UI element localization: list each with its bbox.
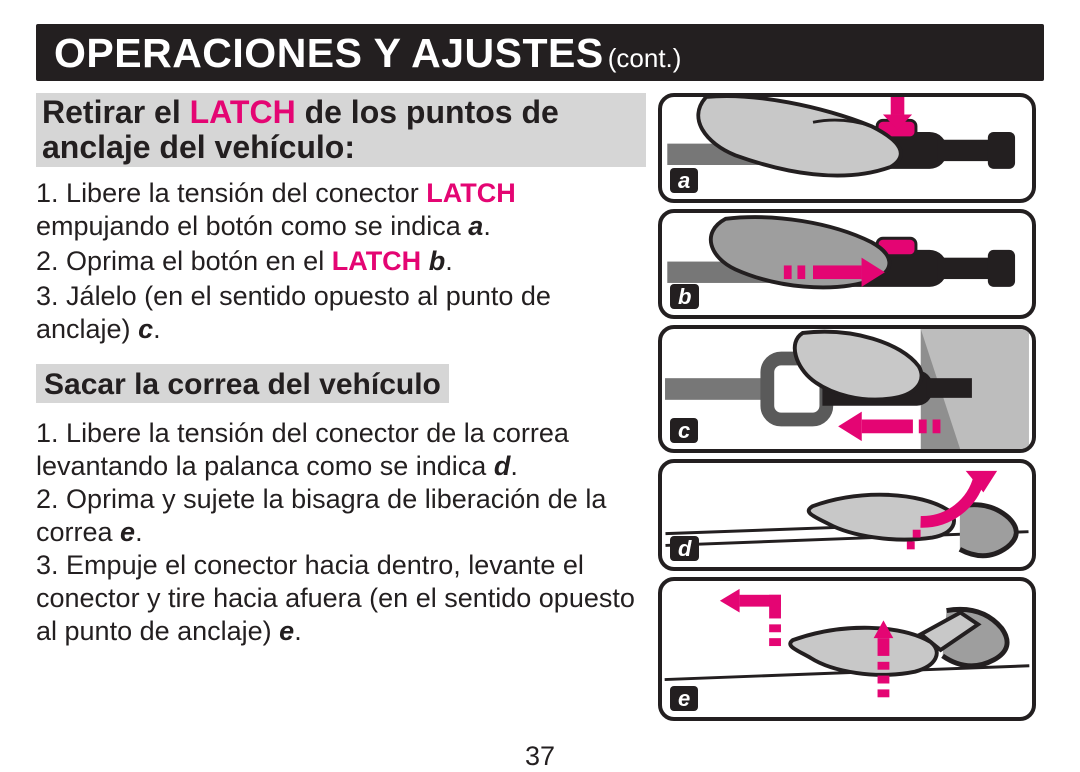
tether-illustration-d-icon <box>662 463 1032 567</box>
section1-heading-latch: LATCH <box>190 94 296 130</box>
section1-step-1: 1. Libere la tensión del conector LATCH … <box>36 177 646 243</box>
manual-page: OPERACIONES Y AJUSTES(cont.) Retirar el … <box>0 0 1080 738</box>
latch-illustration-b-icon <box>662 213 1032 315</box>
figure-column: a <box>646 93 1044 727</box>
section2-step-3: 3. Empuje el conector hacia dentro, leva… <box>36 549 646 648</box>
latch-word: LATCH <box>426 178 515 208</box>
latch-illustration-c-icon <box>662 329 1032 449</box>
figure-ref: a <box>468 211 483 241</box>
section2-step-2: 2. Oprima y sujete la bisagra de liberac… <box>36 483 646 549</box>
figure-panel-d: d <box>658 459 1036 571</box>
step-text: Libere la tensión del conector <box>66 178 426 208</box>
step-text: Oprima el botón en el <box>66 246 332 276</box>
step-number: 2. <box>36 484 59 514</box>
step-text: . <box>294 616 302 646</box>
panel-tag: e <box>670 686 698 711</box>
panel-tag: c <box>670 418 698 443</box>
section1-heading-pre: Retirar el <box>42 94 190 130</box>
step-text: Jálelo (en el sentido opuesto al punto d… <box>36 281 551 344</box>
section1-heading: Retirar el LATCH de los puntos de anclaj… <box>36 93 646 167</box>
latch-word: LATCH <box>332 246 421 276</box>
figure-panel-b: b <box>658 209 1036 319</box>
section2-steps: 1. Libere la tensión del conector de la … <box>36 417 646 648</box>
panel-tag: a <box>670 168 698 193</box>
page-number: 37 <box>36 741 1044 772</box>
step-text: . <box>153 314 161 344</box>
tether-illustration-e-icon <box>662 581 1032 717</box>
panel-tag: d <box>670 536 699 561</box>
figure-stack: a <box>658 93 1036 727</box>
figure-panel-e: e <box>658 577 1036 721</box>
section1-step-2: 2. Oprima el botón en el LATCH b. <box>36 245 646 278</box>
step-number: 1. <box>36 178 59 208</box>
step-number: 2. <box>36 246 59 276</box>
step-text: Libere la tensión del conector de la cor… <box>36 418 569 481</box>
page-title-cont: (cont.) <box>608 43 682 73</box>
section2-step-1: 1. Libere la tensión del conector de la … <box>36 417 646 483</box>
page-title-bar: OPERACIONES Y AJUSTES(cont.) <box>36 24 1044 81</box>
section1-step-3: 3. Jálelo (en el sentido opuesto al punt… <box>36 280 646 346</box>
figure-ref: c <box>138 314 153 344</box>
section1-steps: 1. Libere la tensión del conector LATCH … <box>36 177 646 346</box>
step-text: empujando el botón como se indica <box>36 211 468 241</box>
step-text: . <box>445 246 453 276</box>
step-text <box>421 246 429 276</box>
panel-tag: b <box>670 284 699 309</box>
step-text: . <box>135 517 143 547</box>
page-title-main: OPERACIONES Y AJUSTES <box>54 30 604 76</box>
step-number: 1. <box>36 418 59 448</box>
section2-heading: Sacar la correa del vehículo <box>36 364 449 403</box>
figure-ref: e <box>279 616 294 646</box>
figure-ref: d <box>494 451 511 481</box>
step-text: . <box>483 211 491 241</box>
step-text: . <box>510 451 518 481</box>
figure-ref: b <box>429 246 446 276</box>
step-text: Empuje el conector hacia dentro, levante… <box>36 550 635 646</box>
step-number: 3. <box>36 281 59 311</box>
figure-ref: e <box>120 517 135 547</box>
step-number: 3. <box>36 550 59 580</box>
text-column: Retirar el LATCH de los puntos de anclaj… <box>36 93 646 727</box>
latch-illustration-a-icon <box>662 97 1032 199</box>
content-row: Retirar el LATCH de los puntos de anclaj… <box>36 93 1044 727</box>
figure-panel-c: c <box>658 325 1036 453</box>
figure-panel-a: a <box>658 93 1036 203</box>
